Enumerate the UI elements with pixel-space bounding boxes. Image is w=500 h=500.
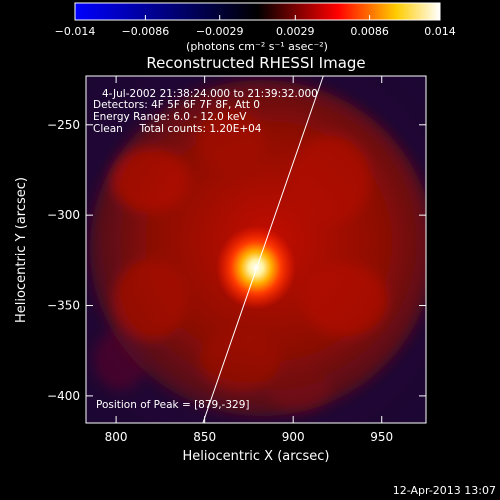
colorbar-unit-label: (photons cm⁻² s⁻¹ asec⁻²) — [186, 40, 328, 53]
colorbar-ticks: −0.014 −0.0086 −0.0029 0.0029 0.0086 0.014 — [55, 15, 456, 38]
x-tick-label: 950 — [370, 430, 393, 444]
y-tick-label: −400 — [47, 389, 80, 403]
peak-emission — [216, 225, 296, 310]
colorbar-tick-label: −0.014 — [55, 25, 96, 38]
emission-blob — [200, 330, 280, 390]
x-axis: 800 850 900 950 — [105, 76, 393, 444]
plot-frame — [85, 75, 427, 424]
x-tick-label: 800 — [105, 430, 128, 444]
colorbar: −0.014 −0.0086 −0.0029 0.0029 0.0086 0.014 (p… — [55, 2, 456, 53]
energy-range-label: Energy Range: 6.0 - 12.0 keV — [93, 111, 247, 123]
y-axis-label: Heliocentric Y (arcsec) — [14, 177, 29, 323]
x-tick-label: 900 — [282, 430, 305, 444]
emission-blob — [290, 136, 370, 224]
emission-blob — [114, 260, 186, 340]
emission-blob — [303, 264, 387, 336]
colorbar-tick-label: 0.0086 — [350, 25, 389, 38]
info-annotations: 4-Jul-2002 21:38:24.000 to 21:39:32.000 … — [93, 88, 318, 411]
y-tick-label: −350 — [47, 299, 80, 313]
colorbar-tick-label: −0.0029 — [196, 25, 244, 38]
colorbar-gradient — [74, 2, 441, 21]
peak-position-label: Position of Peak = [879,-329] — [96, 399, 250, 411]
y-axis: −250 −300 −350 −400 — [47, 118, 426, 403]
plot-area — [86, 76, 426, 423]
colorbar-tick-label: −0.0086 — [122, 25, 170, 38]
x-tick-label: 850 — [193, 430, 216, 444]
y-tick-label: −250 — [47, 118, 80, 132]
chart-title: Reconstructed RHESSI Image — [146, 54, 365, 72]
colorbar-tick-label: 0.014 — [424, 25, 456, 38]
footer-timestamp: 12-Apr-2013 13:07 — [393, 484, 496, 497]
emission-blob — [196, 110, 264, 170]
y-tick-label: −300 — [47, 208, 80, 222]
time-range-label: 4-Jul-2002 21:38:24.000 to 21:39:32.000 — [102, 88, 318, 100]
emission-blob — [270, 368, 330, 412]
x-axis-label: Heliocentric X (arcsec) — [183, 449, 330, 464]
clean-counts-label: Clean Total counts: 1.20E+04 — [93, 123, 262, 135]
emission-blob — [112, 148, 188, 212]
source-emission — [90, 80, 426, 416]
emission-blob — [94, 330, 146, 390]
solar-limb-line — [202, 76, 324, 423]
colorbar-tick-label: 0.0029 — [276, 25, 315, 38]
detectors-label: Detectors: 4F 5F 6F 7F 8F, Att 0 — [93, 99, 260, 111]
